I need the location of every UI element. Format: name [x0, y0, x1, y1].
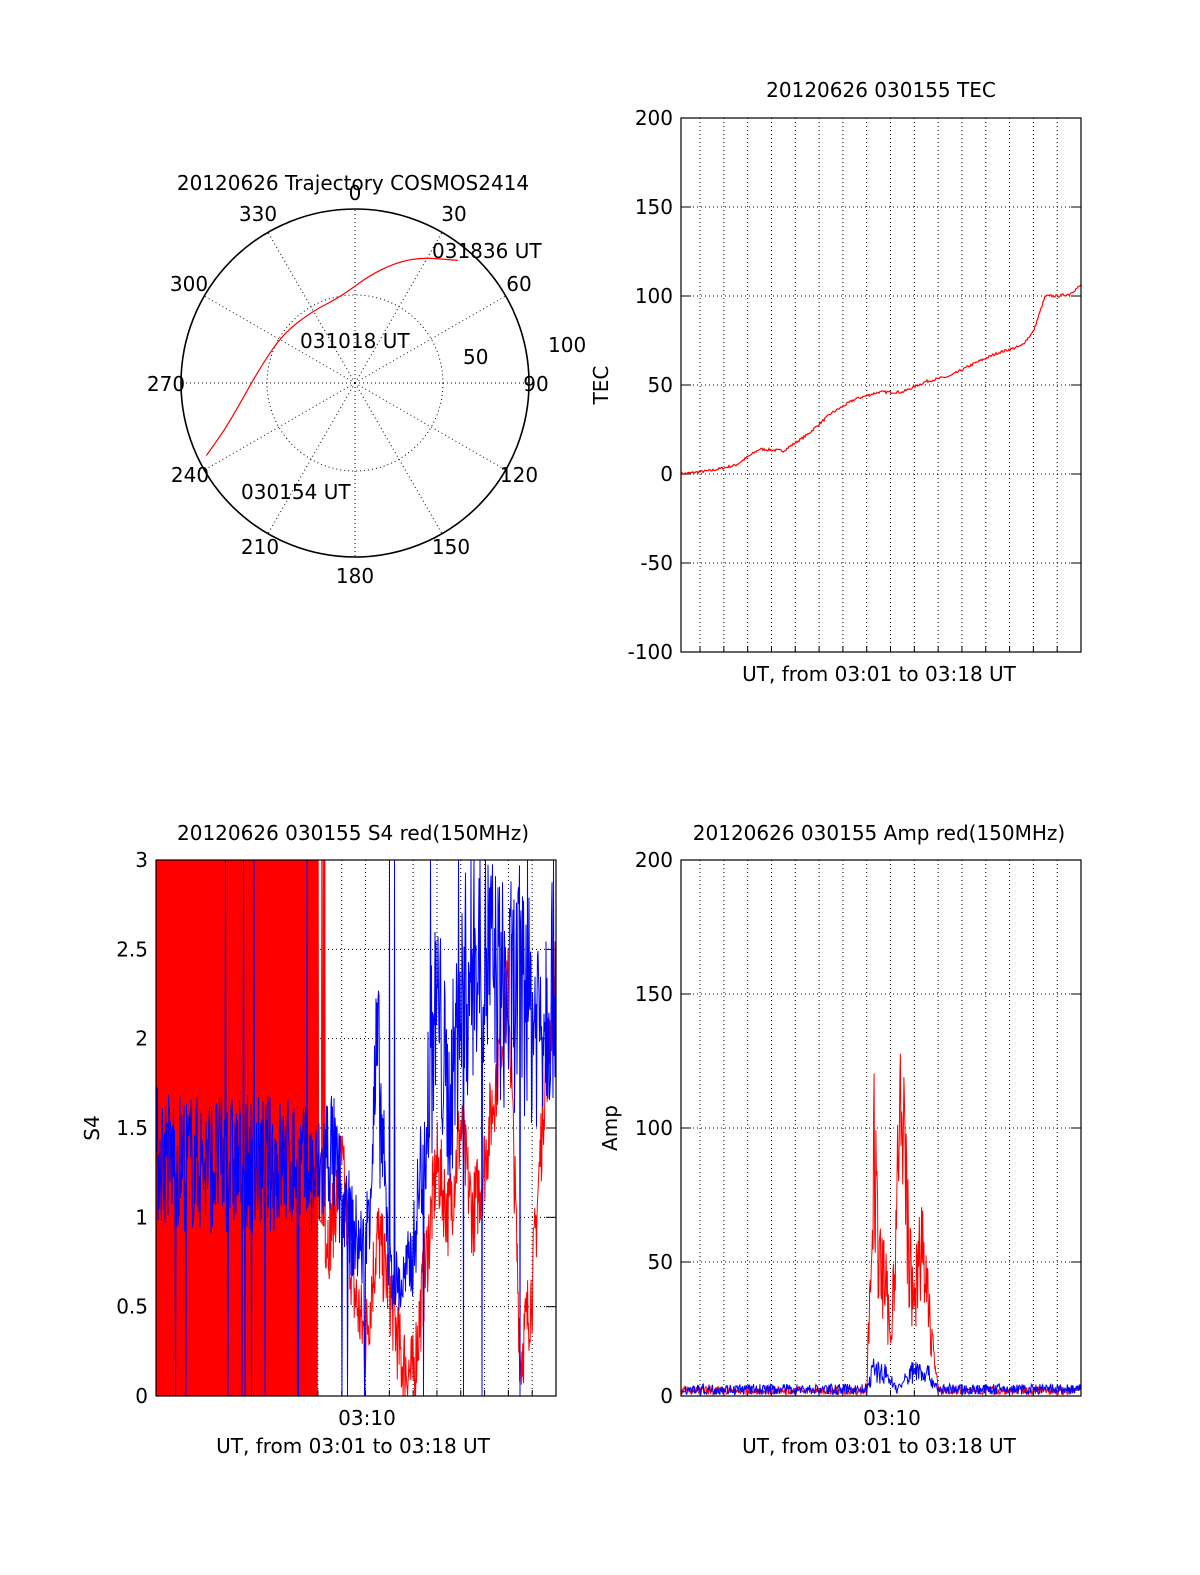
tec-y-tick-labels: 200 150 100 50 0 -50 -100: [628, 106, 673, 664]
polar-azimuth-label: 300: [170, 272, 208, 296]
s4-plot: 20120626 030155 S4 red(150MHz) 3 2.5 2 1.5 1…: [80, 821, 557, 1458]
amp-y-tick-labels: 200 150 100 50 0: [635, 848, 673, 1408]
tec-gridlines: [681, 117, 1081, 653]
polar-spoke: [354, 295, 506, 384]
y-tick-label: 100: [635, 1116, 673, 1140]
amp-y-axis-label: Amp: [598, 1105, 622, 1151]
polar-spoke: [354, 382, 506, 471]
y-tick-label: 150: [635, 982, 673, 1006]
polar-azimuth-label: 240: [171, 463, 209, 487]
s4-blue-trace: [155, 859, 557, 1397]
polar-outer-circle: [180, 208, 530, 558]
amp-blue-series: [680, 1358, 1082, 1396]
amp-plot-frame: [680, 859, 1082, 1397]
polar-spoke: [204, 382, 356, 471]
polar-azimuth-label: 180: [336, 564, 374, 588]
amp-plot: 20120626 030155 Amp red(150MHz) 200 150 10…: [598, 821, 1082, 1458]
y-tick-label: 200: [635, 106, 673, 130]
polar-azimuth-label: 330: [239, 202, 277, 226]
polar-azimuth-label: 90: [523, 372, 548, 396]
y-tick-label: 200: [635, 848, 673, 872]
polar-spoke: [354, 382, 443, 534]
polar-spokes: [181, 209, 529, 557]
s4-x-axis-label: UT, from 03:01 to 03:18 UT: [216, 1434, 491, 1458]
y-tick-label: -50: [640, 551, 673, 575]
s4-plot-frame: [155, 859, 557, 1397]
y-tick-label: 0.5: [116, 1295, 148, 1319]
y-tick-label: 0: [135, 1384, 148, 1408]
tec-title: 20120626 030155 TEC: [766, 78, 996, 102]
amp-x-tick-label: 03:10: [863, 1406, 921, 1430]
trajectory-start-time-label: 030154 UT: [241, 480, 351, 504]
tec-series-line: [680, 284, 1082, 476]
tec-x-axis-label: UT, from 03:01 to 03:18 UT: [742, 662, 1017, 686]
y-tick-label: 2.5: [116, 937, 148, 961]
y-tick-label: 150: [635, 195, 673, 219]
tec-plot-frame: [680, 117, 1082, 653]
polar-spoke: [354, 232, 443, 384]
s4-y-tick-labels: 3 2.5 2 1.5 1 0.5 0: [116, 848, 148, 1408]
y-tick-label: -100: [628, 640, 673, 664]
polar-azimuth-label: 210: [241, 535, 279, 559]
amp-red-trace: [680, 1053, 1082, 1397]
y-tick-label: 0: [660, 1384, 673, 1408]
trajectory-polar-plot: 20120626 Trajectory COSMOS2414 0 30 60 90 12…: [147, 171, 586, 588]
amp-gridlines: [681, 859, 1081, 1397]
tec-y-axis-label: TEC: [589, 366, 613, 406]
y-tick-label: 100: [635, 284, 673, 308]
trajectory-end-time-label: 031836 UT: [432, 239, 542, 263]
polar-azimuth-label: 120: [500, 463, 538, 487]
y-tick-label: 1.5: [116, 1116, 148, 1140]
polar-radial-label-100: 100: [548, 333, 586, 357]
polar-azimuth-labels: 0 30 60 90 120 150 180 210 240 270 300 330: [147, 181, 549, 588]
y-tick-label: 3: [135, 848, 148, 872]
trajectory-mid-time-label: 031018 UT: [300, 329, 410, 353]
y-tick-label: 0: [660, 462, 673, 486]
tec-plot: 20120626 030155 TEC 200150100500-50-100 …: [589, 78, 1082, 686]
polar-radial-label-50: 50: [463, 345, 488, 369]
polar-azimuth-label: 60: [506, 272, 531, 296]
amp-red-series: [680, 1053, 1082, 1397]
polar-azimuth-label: 30: [441, 202, 466, 226]
polar-title: 20120626 Trajectory COSMOS2414: [177, 171, 529, 195]
polar-azimuth-label: 0: [349, 181, 362, 205]
polar-spoke: [267, 232, 356, 384]
polar-spoke: [204, 295, 356, 384]
polar-azimuth-label: 150: [432, 535, 470, 559]
y-tick-label: 2: [135, 1027, 148, 1051]
s4-x-tick-label: 03:10: [338, 1406, 396, 1430]
amp-title: 20120626 030155 Amp red(150MHz): [693, 821, 1065, 845]
amp-x-axis-label: UT, from 03:01 to 03:18 UT: [742, 1434, 1017, 1458]
polar-azimuth-label: 270: [147, 372, 185, 396]
y-tick-label: 1: [135, 1205, 148, 1229]
amp-blue-trace: [680, 1358, 1082, 1396]
s4-y-axis-label: S4: [80, 1115, 104, 1140]
y-tick-label: 50: [648, 1250, 673, 1274]
s4-title: 20120626 030155 S4 red(150MHz): [177, 821, 529, 845]
s4-blue-series: [155, 859, 557, 1397]
y-tick-label: 50: [648, 373, 673, 397]
trajectory-track: [205, 257, 458, 456]
polar-spoke: [267, 382, 356, 534]
